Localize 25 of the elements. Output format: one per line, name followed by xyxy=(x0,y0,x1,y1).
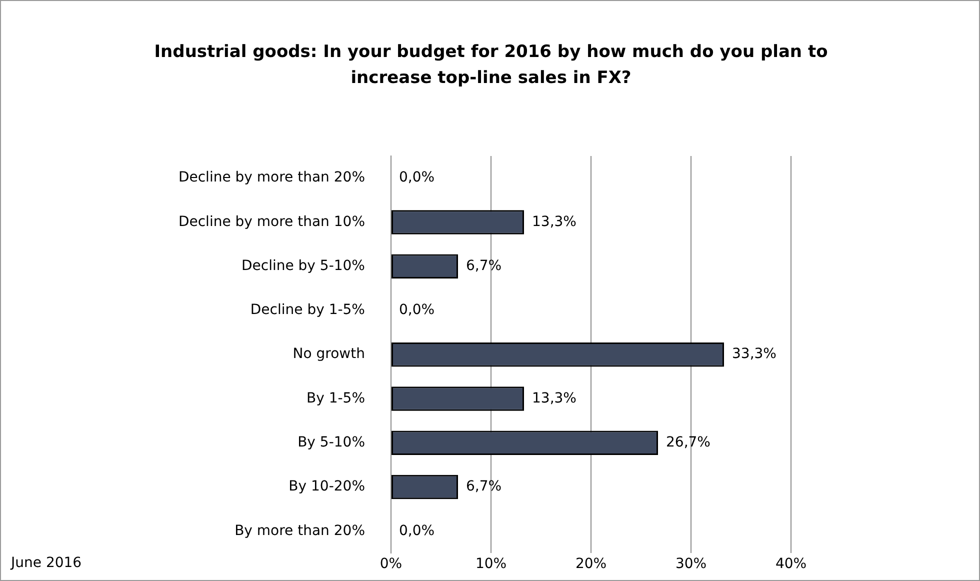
x-tick-label: 30% xyxy=(675,556,707,572)
y-tick-label: Decline by 5-10% xyxy=(241,258,365,274)
data-label: 0,0% xyxy=(399,522,435,539)
y-tick-label: Decline by more than 10% xyxy=(178,214,365,230)
chart-title: Industrial goods: In your budget for 2016 by how much do you plan to increase top-line sales in FX? xyxy=(153,41,829,90)
data-label: 6,7% xyxy=(466,258,502,274)
x-tick-label: 40% xyxy=(775,556,807,572)
x-tick-label: 0% xyxy=(380,556,402,572)
data-label: 0,0% xyxy=(399,170,435,186)
data-label: 26,7% xyxy=(666,434,710,451)
y-tick-label: By 5-10% xyxy=(298,434,365,451)
y-tick-label: By 1-5% xyxy=(306,390,365,406)
y-tick-label: By more than 20% xyxy=(234,522,365,539)
y-tick-label: No growth xyxy=(292,346,365,362)
text: June 2016 xyxy=(11,555,82,571)
data-label: 13,3% xyxy=(532,390,576,406)
data-label: 13,3% xyxy=(532,214,576,230)
data-label: 6,7% xyxy=(466,478,502,495)
data-label: 0,0% xyxy=(399,302,435,318)
y-tick-label: Decline by more than 20% xyxy=(178,170,365,186)
y-tick-label: Decline by 1-5% xyxy=(250,302,365,318)
y-tick-label: By 10-20% xyxy=(288,478,365,495)
x-tick-label: 20% xyxy=(575,556,607,572)
x-tick-label: 10% xyxy=(475,556,507,572)
data-label: 33,3% xyxy=(732,346,776,362)
